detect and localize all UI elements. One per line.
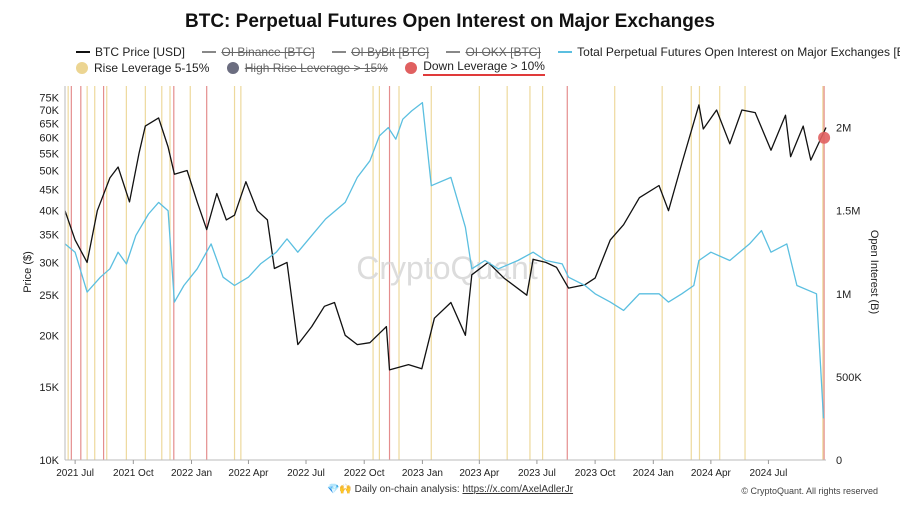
y-left-tick-label: 35K — [39, 230, 59, 242]
legend-label: OI ByBit [BTC] — [351, 45, 430, 59]
legend-label: BTC Price [USD] — [95, 45, 186, 59]
x-tick-label: 2022 Oct — [344, 468, 385, 479]
x-tick-label: 2022 Apr — [228, 468, 269, 479]
dot-swatch-icon — [226, 61, 239, 74]
legend-row-1: BTC Price [USD] OI Binance [BTC] OI ByBi… — [76, 42, 900, 59]
dot-swatch-icon — [76, 61, 88, 74]
y-right-tick-label: 1M — [836, 289, 851, 301]
footer-link[interactable]: https://x.com/AxelAdlerJr — [462, 484, 574, 495]
copyright: © CryptoQuant. All rights reserved — [741, 486, 878, 496]
series-layer — [64, 101, 831, 419]
y-left-tick-label: 55K — [39, 148, 59, 160]
x-tick-label: 2024 Apr — [691, 468, 732, 479]
legend-label: Rise Leverage 5-15% — [94, 60, 210, 75]
y-right-tick-label: 500K — [836, 372, 862, 384]
x-tick-label: 2021 Jul — [56, 468, 94, 479]
y-left-tick-label: 25K — [39, 290, 59, 302]
axis-layer: 10K 15K 20K 25K 30K 35K 40K 45K 50K 55K 60K 65K70K7… — [39, 86, 862, 479]
x-tick-label: 2023 Oct — [575, 468, 616, 479]
x-tick-label: 2024 Jul — [750, 468, 788, 479]
y-left-tick-label: 65K — [39, 118, 59, 130]
y-left-tick-label: 20K — [39, 330, 59, 342]
legend-item-btc-price[interactable]: BTC Price [USD] — [76, 45, 185, 59]
y-left-axis-title: Price ($) — [22, 251, 34, 293]
x-tick-label: 2022 Jul — [287, 468, 325, 479]
legend-item-total-oi[interactable]: Total Perpetual Futures Open Interest on… — [558, 45, 900, 59]
line-swatch-icon — [558, 51, 573, 53]
legend-row-2: Rise Leverage 5-15% High Rise Leverage >… — [76, 59, 559, 77]
x-tick-label: 2024 Jan — [633, 468, 674, 479]
y-left-tick-label: 40K — [39, 206, 59, 218]
line-swatch-icon — [446, 51, 461, 53]
legend-item-high-rise-leverage[interactable]: High Rise Leverage > 15% — [226, 60, 388, 75]
y-left-tick-label: 50K — [39, 166, 59, 178]
x-tick-label: 2022 Jan — [171, 468, 212, 479]
y-left-tick-label: 45K — [39, 184, 59, 196]
legend-label: Down Leverage > 10% — [423, 59, 545, 76]
watermark: CryptoQuant — [356, 250, 538, 286]
chart-title: BTC: Perpetual Futures Open Interest on … — [185, 11, 715, 32]
y-right-axis-title: Open Interest (B) — [868, 230, 880, 314]
dot-swatch-icon — [405, 61, 418, 74]
legend-item-down-leverage[interactable]: Down Leverage > 10% — [405, 59, 545, 76]
line-swatch-icon — [332, 51, 347, 53]
y-left-tick-label: 30K — [39, 257, 59, 269]
legend-item-oi-bybit[interactable]: OI ByBit [BTC] — [332, 45, 429, 59]
legend-label: OI OKX [BTC] — [465, 45, 541, 59]
leverage-marker-layer — [67, 86, 825, 460]
y-right-tick-label: 1.5M — [836, 206, 860, 218]
y-left-tick-label: 75K — [39, 93, 59, 105]
legend-item-oi-okx[interactable]: OI OKX [BTC] — [446, 45, 541, 59]
legend-item-oi-binance[interactable]: OI Binance [BTC] — [202, 45, 315, 59]
line-swatch-icon — [202, 51, 217, 53]
legend-label: Total Perpetual Futures Open Interest on… — [577, 45, 900, 59]
y-right-tick-label: 2M — [836, 123, 851, 135]
diamond-hands-icon: 💎🙌 — [326, 484, 352, 495]
y-right-tick-label: 0 — [836, 455, 842, 467]
x-tick-label: 2023 Jan — [402, 468, 443, 479]
x-tick-label: 2023 Jul — [518, 468, 556, 479]
footer-text: Daily on-chain analysis: — [354, 484, 460, 495]
line-swatch-icon — [76, 51, 90, 53]
footer: 💎🙌 Daily on-chain analysis: https://x.co… — [0, 484, 900, 495]
btc-price-line — [64, 104, 827, 371]
down-leverage-highlight-dot — [818, 131, 831, 144]
total-open-interest-line — [64, 101, 825, 419]
y-left-tick-label: 10K — [39, 455, 59, 467]
y-left-tick-label: 70K — [39, 105, 59, 117]
y-left-tick-label: 15K — [39, 382, 59, 394]
x-tick-label: 2021 Oct — [113, 468, 154, 479]
legend-item-rise-leverage[interactable]: Rise Leverage 5-15% — [76, 61, 209, 75]
x-tick-label: 2023 Apr — [459, 468, 500, 479]
legend-label: High Rise Leverage > 15% — [244, 60, 388, 75]
legend-label: OI Binance [BTC] — [221, 45, 315, 59]
y-left-tick-label: 60K — [39, 133, 59, 145]
